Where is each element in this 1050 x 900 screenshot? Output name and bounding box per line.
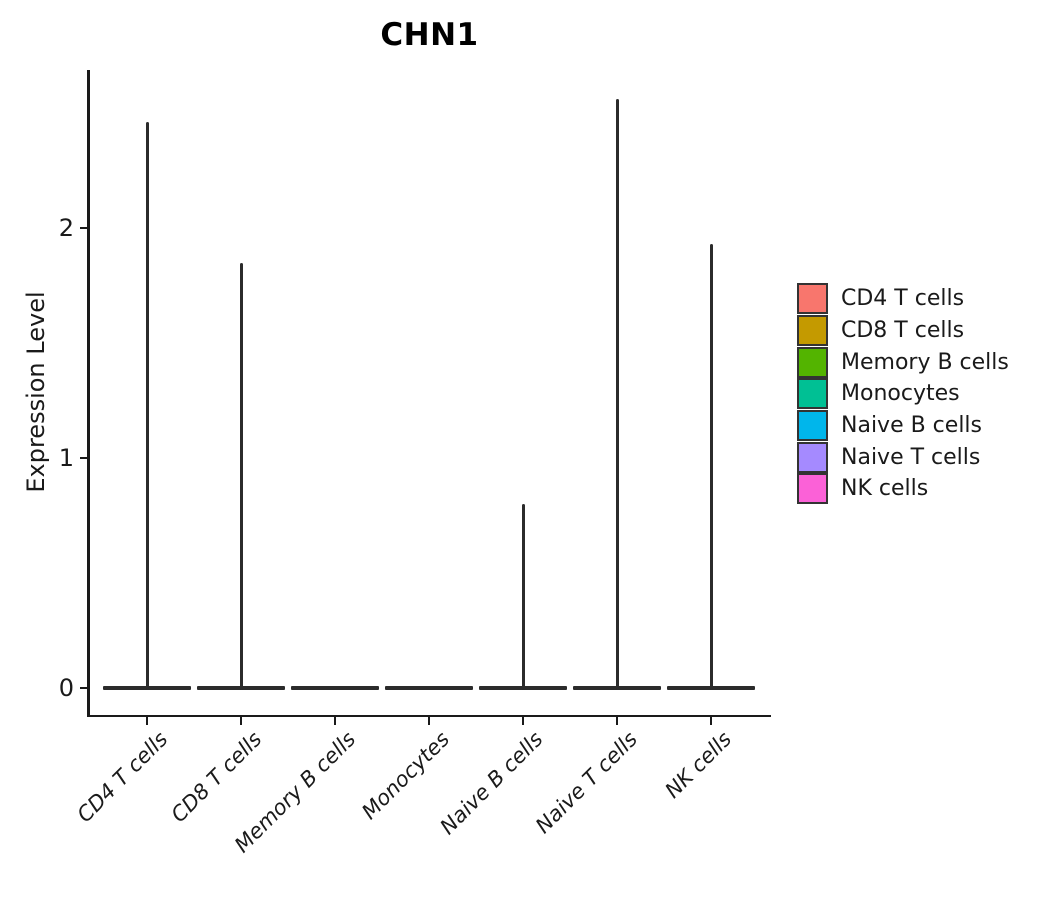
x-tick-mark — [427, 717, 431, 725]
legend-item: Naive B cells — [797, 410, 1009, 442]
violin-spike — [709, 244, 713, 690]
legend-color-swatch — [797, 473, 828, 505]
y-tick-label: 1 — [58, 444, 74, 472]
legend-item: Memory B cells — [797, 346, 1009, 378]
legend-color-swatch — [797, 441, 828, 473]
legend-item-label: Naive T cells — [841, 444, 981, 470]
legend-item: NK cells — [797, 473, 1009, 505]
legend-item: CD4 T cells — [797, 283, 1009, 315]
x-tick-label: CD8 T cells — [165, 727, 266, 828]
x-tick-mark — [521, 717, 525, 725]
y-tick-mark — [80, 226, 88, 230]
legend-item: CD8 T cells — [797, 315, 1009, 347]
chart-title: CHN1 — [380, 17, 479, 53]
x-axis-line — [87, 714, 771, 717]
legend-item-label: NK cells — [841, 476, 929, 502]
violin-spike — [239, 262, 243, 690]
violin-spike — [615, 99, 619, 690]
legend-item: Naive T cells — [797, 441, 1009, 473]
legend-color-swatch — [797, 315, 828, 347]
violin-body — [291, 686, 379, 690]
y-tick-mark — [80, 456, 88, 460]
y-tick-label: 0 — [58, 674, 74, 702]
x-tick-mark — [145, 717, 149, 725]
legend-item-label: CD8 T cells — [841, 318, 965, 344]
x-tick-mark — [615, 717, 619, 725]
legend-color-swatch — [797, 410, 828, 442]
legend-item-label: CD4 T cells — [841, 286, 965, 312]
y-axis-line — [87, 70, 90, 717]
x-tick-mark — [709, 717, 713, 725]
x-tick-label: CD4 T cells — [71, 727, 172, 828]
x-tick-mark — [333, 717, 337, 725]
legend: CD4 T cells CD8 T cells Memory B cells Mono… — [797, 283, 1009, 505]
x-tick-label: NK cells — [660, 727, 736, 803]
legend-color-swatch — [797, 283, 828, 315]
violin-spike — [145, 122, 149, 690]
y-tick-label: 2 — [58, 214, 74, 242]
legend-color-swatch — [797, 346, 828, 378]
legend-color-swatch — [797, 378, 828, 410]
x-tick-label: Monocytes — [356, 727, 454, 825]
legend-item: Monocytes — [797, 378, 1009, 410]
violin-spike — [521, 504, 525, 690]
x-tick-mark — [239, 717, 243, 725]
legend-item-label: Naive B cells — [841, 413, 983, 439]
legend-item-label: Memory B cells — [841, 349, 1009, 375]
violin-body — [385, 686, 473, 690]
y-tick-mark — [80, 686, 88, 690]
legend-item-label: Monocytes — [841, 381, 960, 407]
